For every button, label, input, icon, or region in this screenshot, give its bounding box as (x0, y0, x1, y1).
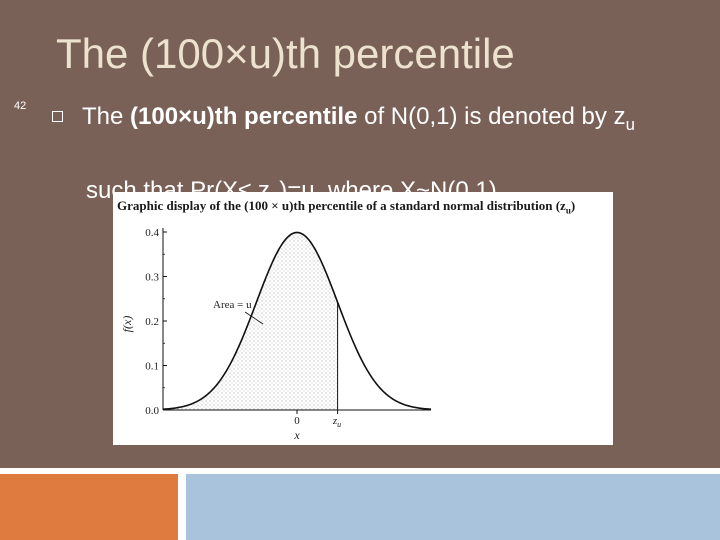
area-pointer (244, 311, 264, 325)
y-tick-label: 0.4 (145, 227, 159, 239)
bullet-text: The (100×u)th percentile of N(0,1) is de… (82, 102, 682, 136)
bullet-intro: The (82, 103, 131, 130)
x-tick-zu-main: z (332, 415, 338, 427)
y-tick-label: 0.0 (145, 405, 159, 417)
x-tick-zu: zu (332, 415, 341, 429)
density-curve (162, 231, 432, 411)
x-tick-0: 0 (294, 415, 300, 427)
slide-title: The (100×u)th percentile (56, 30, 515, 77)
bullet-mid-sub: u (625, 114, 635, 134)
shaded-area (163, 232, 338, 410)
x-axis-label: x (293, 428, 300, 442)
footer-blue-bar (186, 474, 720, 540)
bullet-bold-term: (100×u)th percentile (130, 103, 358, 130)
plot-area: 0.4 0.3 0.2 0.1 0.0 (145, 227, 432, 417)
bullet-square-icon (52, 111, 63, 122)
slide-number: 42 (14, 100, 27, 112)
caption-main: Graphic display of the (100 × u)th perce… (117, 198, 566, 213)
y-axis-label: f(x) (120, 316, 134, 333)
area-label: Area = u (213, 299, 252, 311)
caption-sub: u (565, 205, 571, 216)
y-tick-label: 0.2 (145, 316, 159, 328)
chart-svg: 0.4 0.3 0.2 0.1 0.0 f(x) Area = u x 0 zu (120, 227, 432, 442)
caption-end: ) (570, 198, 576, 213)
footer-orange-bar (0, 474, 178, 540)
bullet-mid: of N(0,1) is denoted by z (357, 103, 626, 130)
y-tick-label: 0.1 (145, 361, 159, 373)
y-tick-label: 0.3 (145, 272, 159, 284)
x-tick-zu-sub: u (337, 420, 341, 429)
figure-caption: Graphic display of the (100 × u)th perce… (117, 198, 609, 216)
normal-distribution-figure: 0.4 0.3 0.2 0.1 0.0 f(x) Area = u x 0 zu Gra… (113, 192, 613, 445)
